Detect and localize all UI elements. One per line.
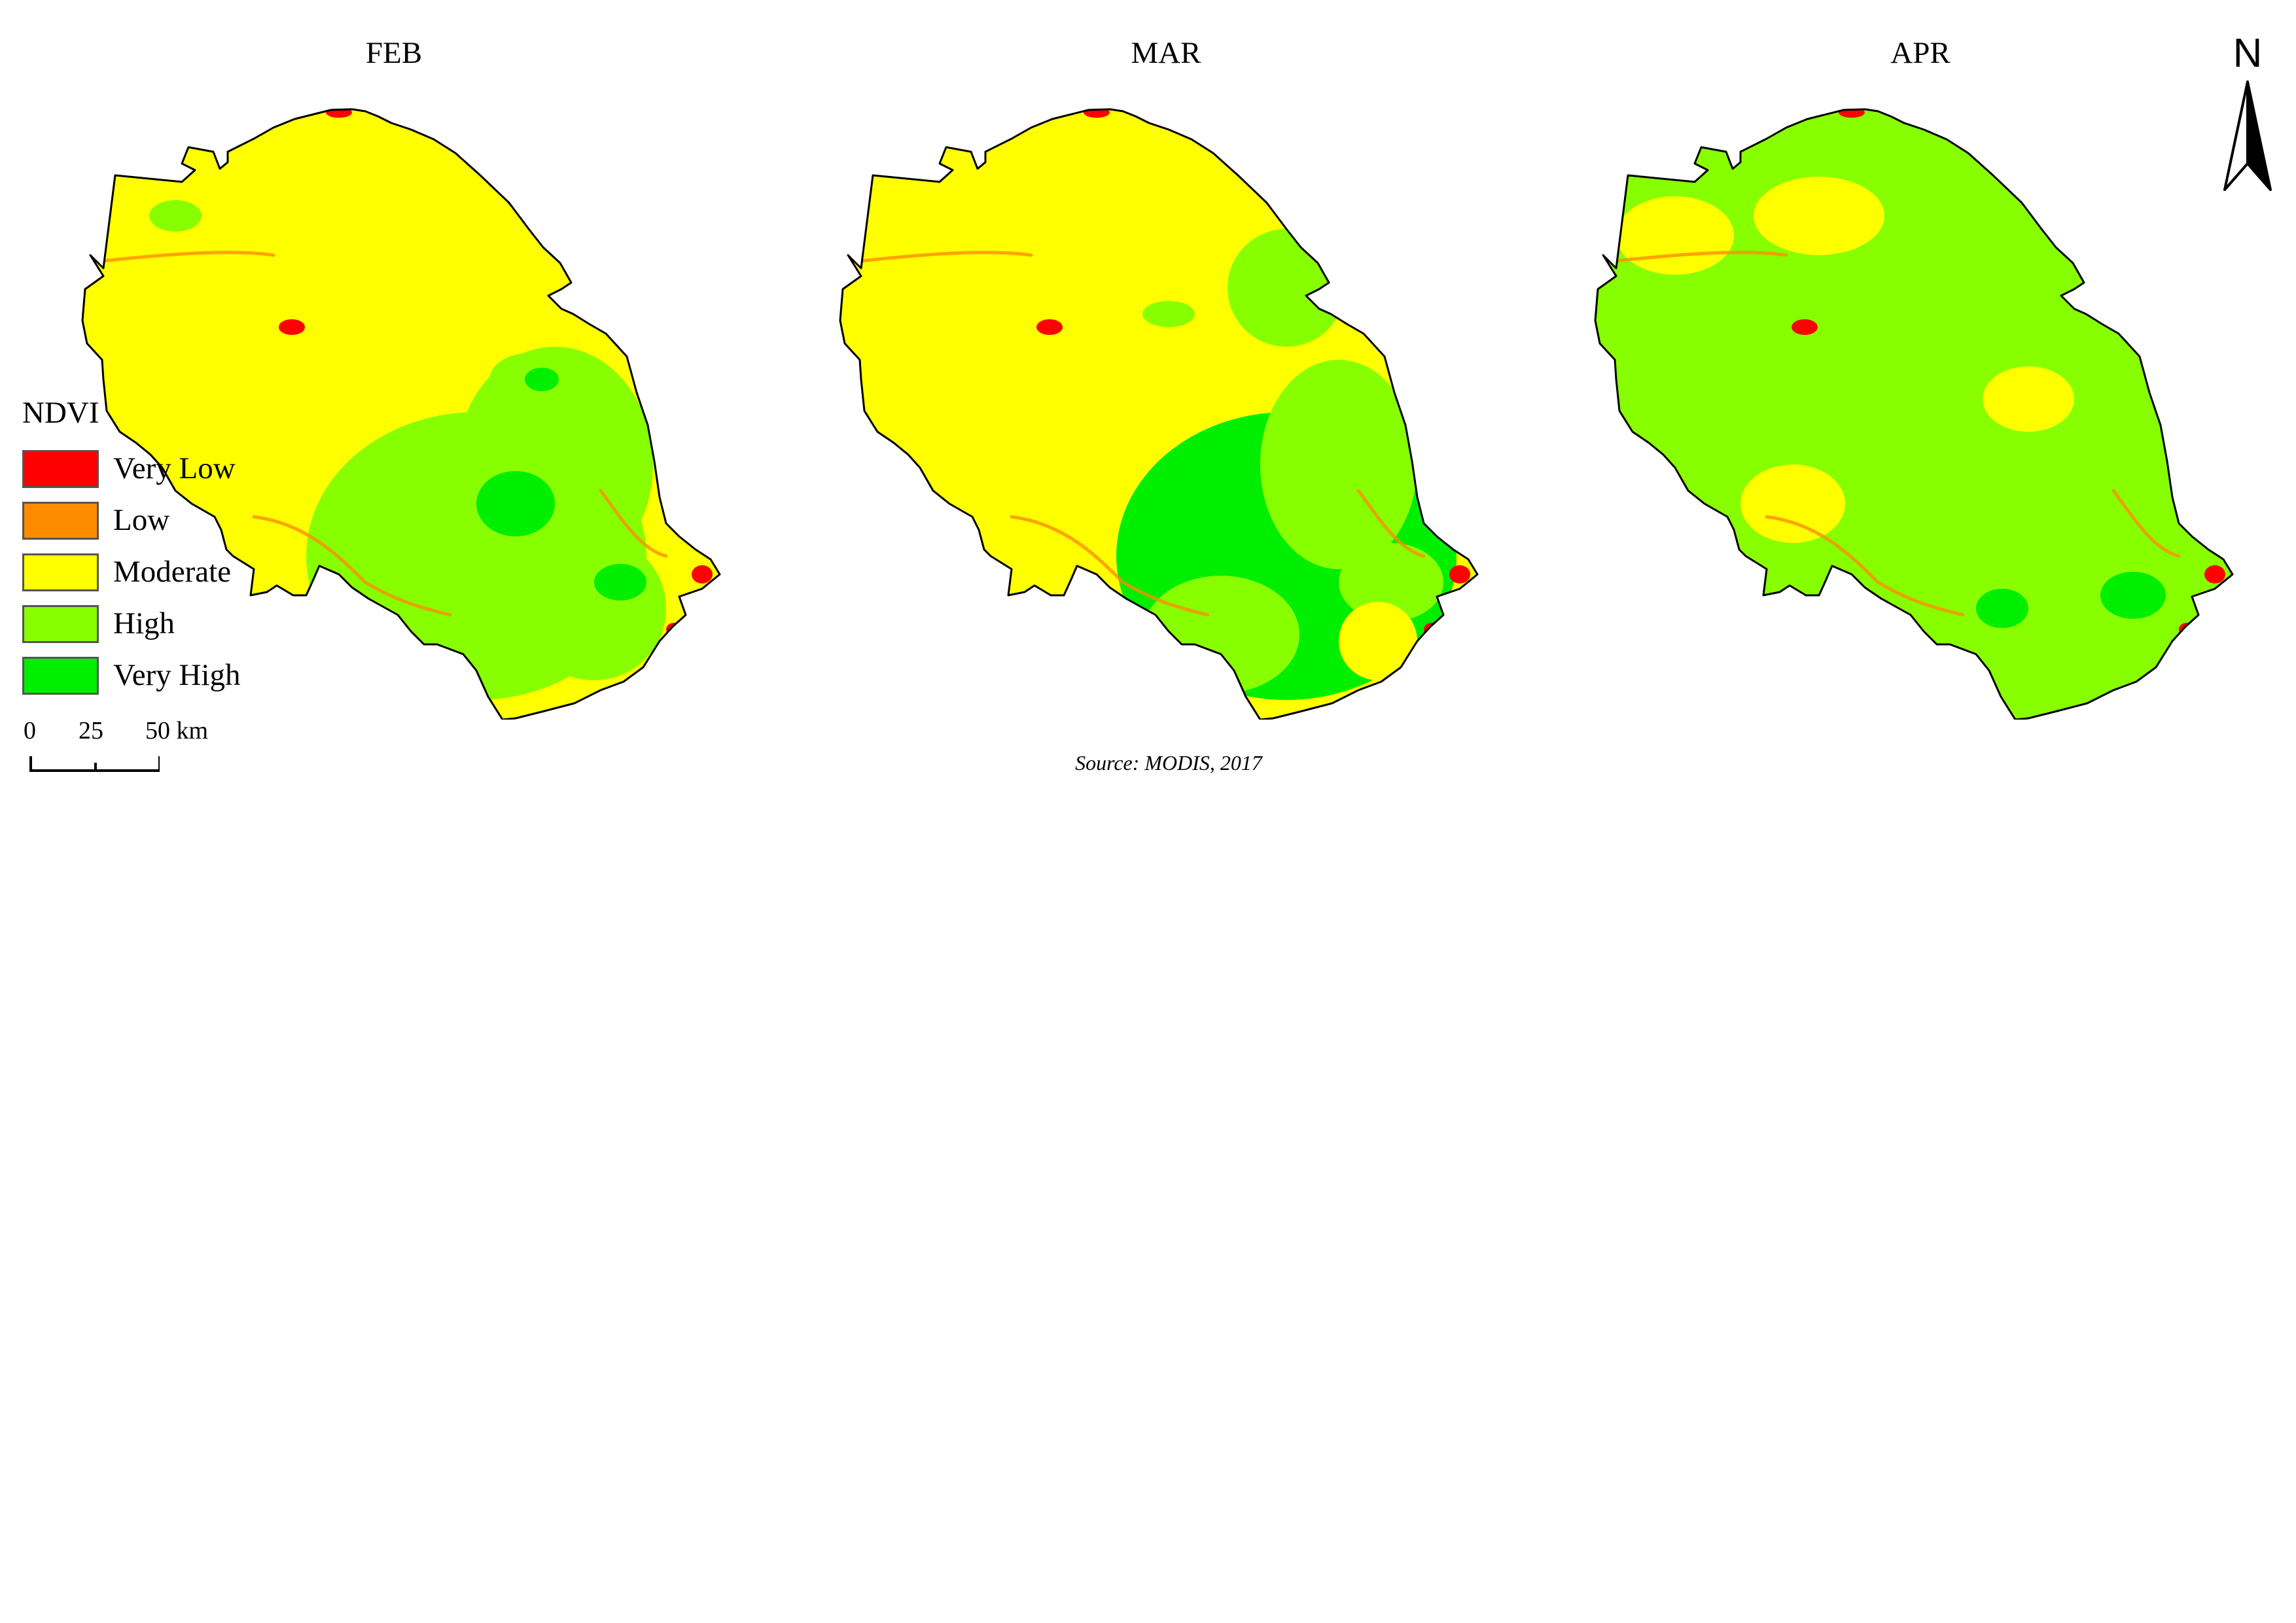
- north-arrow-icon: N: [2212, 33, 2284, 196]
- legend-item-very-high: Very High: [22, 650, 241, 701]
- ndvi-patch: [476, 471, 555, 536]
- very-low-patch: [1792, 319, 1818, 335]
- ndvi-patch: [522, 536, 666, 680]
- map-feb: [58, 98, 771, 720]
- low-ndvi-streak: [2111, 489, 2181, 558]
- legend-label-very-high: Very High: [113, 658, 241, 692]
- low-ndvi-streak: [252, 515, 452, 617]
- ndvi-patch: [1142, 576, 1299, 693]
- legend-item-moderate: Moderate: [22, 546, 241, 598]
- map-apr: [1570, 98, 2284, 720]
- very-low-patch: [279, 319, 305, 335]
- map-title-mar: MAR: [1131, 36, 1201, 70]
- region-outline: [839, 108, 1479, 720]
- ndvi-legend: NDVI Very Low Low Moderate High Very Hig…: [22, 398, 241, 701]
- source-caption: Source: MODIS, 2017: [1075, 751, 1262, 775]
- scale-label-0: 0: [24, 717, 36, 744]
- low-ndvi-streak: [1356, 489, 1426, 558]
- ndvi-patch: [1754, 177, 1884, 255]
- legend-swatch-high: [22, 604, 99, 643]
- ndvi-patch: [594, 564, 646, 601]
- very-low-patch: [1036, 319, 1063, 335]
- scale-bar-line: [29, 756, 160, 772]
- legend-swatch-very-low: [22, 449, 99, 488]
- low-ndvi-streak: [1765, 515, 1965, 617]
- ndvi-patch: [525, 368, 559, 391]
- legend-swatch-very-high: [22, 656, 99, 695]
- ndvi-patch: [1740, 464, 1845, 543]
- ndvi-patch: [874, 190, 1018, 268]
- ndvi-patch: [149, 200, 202, 232]
- ndvi-patch: [1976, 589, 2028, 628]
- legend-label-high: High: [113, 606, 175, 640]
- ndvi-patch: [1227, 229, 1345, 347]
- legend-swatch-moderate: [22, 553, 99, 591]
- north-arrow-label: N: [2233, 33, 2263, 76]
- map-svg: [839, 108, 1479, 720]
- legend-label-low: Low: [113, 503, 170, 537]
- ndvi-patch: [1339, 602, 1417, 680]
- region-outline: [81, 108, 721, 720]
- map-mar: [815, 98, 1528, 720]
- map-title-feb: FEB: [365, 36, 423, 70]
- legend-swatch-low: [22, 501, 99, 540]
- map-svg: [81, 108, 721, 720]
- very-low-patch: [692, 565, 713, 584]
- ndvi-patch: [1616, 196, 1734, 275]
- low-ndvi-streak: [599, 489, 668, 558]
- legend-label-moderate: Moderate: [113, 555, 232, 589]
- ndvi-patch: [1339, 543, 1443, 621]
- ndvi-patch: [1983, 366, 2074, 432]
- very-low-patch: [2204, 565, 2225, 584]
- map-svg: [1594, 108, 2234, 720]
- low-ndvi-streak: [1010, 515, 1210, 617]
- legend-title: NDVI: [22, 396, 99, 430]
- legend-item-very-low: Very Low: [22, 443, 241, 495]
- low-ndvi-streak: [1608, 251, 1788, 264]
- legend-item-low: Low: [22, 495, 241, 546]
- scale-label-50: 50 km: [145, 717, 209, 744]
- ndvi-patch: [1142, 301, 1195, 327]
- low-ndvi-streak: [853, 251, 1033, 264]
- low-ndvi-streak: [95, 251, 275, 264]
- legend-label-very-low: Very Low: [113, 451, 236, 485]
- very-low-patch: [1449, 565, 1470, 584]
- region-outline: [1594, 108, 2234, 720]
- ndvi-patch: [2100, 572, 2166, 619]
- map-title-apr: APR: [1890, 36, 1951, 70]
- scale-bar: 0 25 50 km: [22, 718, 219, 777]
- legend-item-high: High: [22, 598, 241, 650]
- scale-label-25: 25: [79, 717, 103, 744]
- ndvi-class-patches: [853, 109, 1470, 700]
